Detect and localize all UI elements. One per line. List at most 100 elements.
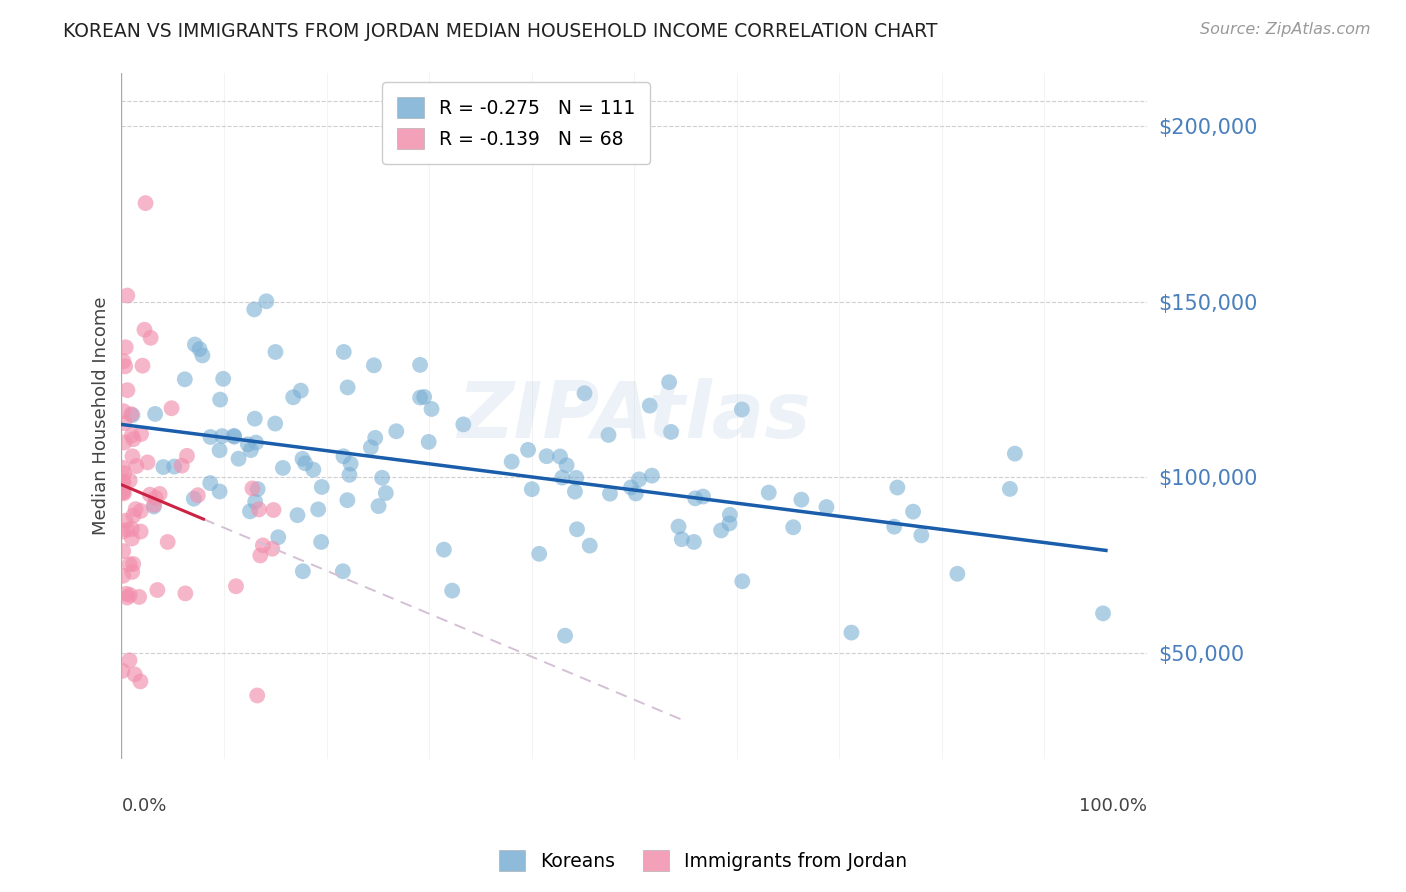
Point <box>718 508 741 522</box>
Point <box>287 508 309 523</box>
Point <box>374 486 396 500</box>
Point <box>129 504 152 518</box>
Point <box>200 430 222 444</box>
Point <box>336 380 359 394</box>
Point <box>883 519 905 533</box>
Point <box>247 502 270 516</box>
Point <box>520 482 543 496</box>
Point <box>191 348 214 362</box>
Point <box>501 455 523 469</box>
Point <box>121 408 143 422</box>
Point <box>554 629 576 643</box>
Point <box>659 425 682 439</box>
Point <box>246 482 269 496</box>
Point <box>620 480 643 494</box>
Point <box>371 471 394 485</box>
Point <box>332 450 354 464</box>
Point <box>363 359 385 373</box>
Point <box>239 443 262 458</box>
Point <box>122 508 145 523</box>
Point <box>243 411 266 425</box>
Point <box>692 490 714 504</box>
Point <box>271 461 294 475</box>
Point <box>212 372 235 386</box>
Point <box>628 472 651 486</box>
Point <box>208 443 231 458</box>
Point <box>910 528 932 542</box>
Point <box>143 498 166 512</box>
Point <box>120 407 142 421</box>
Y-axis label: Median Household Income: Median Household Income <box>93 297 110 535</box>
Point <box>208 484 231 499</box>
Point <box>209 392 232 407</box>
Point <box>555 458 578 473</box>
Point <box>841 625 863 640</box>
Point <box>565 522 588 536</box>
Point <box>118 558 141 572</box>
Text: KOREAN VS IMMIGRANTS FROM JORDAN MEDIAN HOUSEHOLD INCOME CORRELATION CHART: KOREAN VS IMMIGRANTS FROM JORDAN MEDIAN … <box>63 22 938 41</box>
Point <box>139 331 162 345</box>
Point <box>134 323 156 337</box>
Point <box>262 541 284 556</box>
Point <box>409 358 432 372</box>
Point <box>112 485 135 500</box>
Point <box>311 480 333 494</box>
Point <box>367 499 389 513</box>
Legend: R = -0.275   N = 111, R = -0.139   N = 68: R = -0.275 N = 111, R = -0.139 N = 68 <box>382 82 650 163</box>
Point <box>183 491 205 506</box>
Point <box>243 494 266 508</box>
Point <box>336 493 359 508</box>
Point <box>332 564 354 578</box>
Point <box>527 547 550 561</box>
Point <box>671 533 693 547</box>
Point <box>283 390 305 404</box>
Point <box>731 574 754 589</box>
Point <box>574 386 596 401</box>
Point <box>309 535 332 549</box>
Point <box>125 458 148 473</box>
Point <box>122 432 145 446</box>
Point <box>578 539 600 553</box>
Point <box>121 428 143 442</box>
Point <box>111 485 134 500</box>
Point <box>264 345 287 359</box>
Point <box>146 582 169 597</box>
Point <box>790 492 813 507</box>
Point <box>129 674 152 689</box>
Point <box>551 470 574 484</box>
Point <box>246 689 269 703</box>
Point <box>782 520 804 534</box>
Point <box>668 519 690 533</box>
Point <box>136 455 159 469</box>
Point <box>1092 607 1115 621</box>
Point <box>252 538 274 552</box>
Point <box>173 372 195 386</box>
Point <box>441 583 464 598</box>
Point <box>122 557 145 571</box>
Point <box>901 505 924 519</box>
Point <box>112 486 135 500</box>
Point <box>641 468 664 483</box>
Legend: Koreans, Immigrants from Jordan: Koreans, Immigrants from Jordan <box>491 843 915 878</box>
Point <box>118 474 141 488</box>
Point <box>254 294 277 309</box>
Point <box>638 399 661 413</box>
Point <box>249 549 271 563</box>
Point <box>291 564 314 578</box>
Point <box>243 302 266 317</box>
Point <box>565 471 588 485</box>
Point <box>815 500 838 514</box>
Point <box>683 535 706 549</box>
Point <box>333 345 356 359</box>
Point <box>163 459 186 474</box>
Point <box>112 466 135 480</box>
Point <box>291 451 314 466</box>
Point <box>758 485 780 500</box>
Point <box>118 588 141 602</box>
Point <box>413 390 436 404</box>
Point <box>564 484 586 499</box>
Point <box>156 535 179 549</box>
Point <box>599 486 621 500</box>
Point <box>290 384 312 398</box>
Point <box>886 481 908 495</box>
